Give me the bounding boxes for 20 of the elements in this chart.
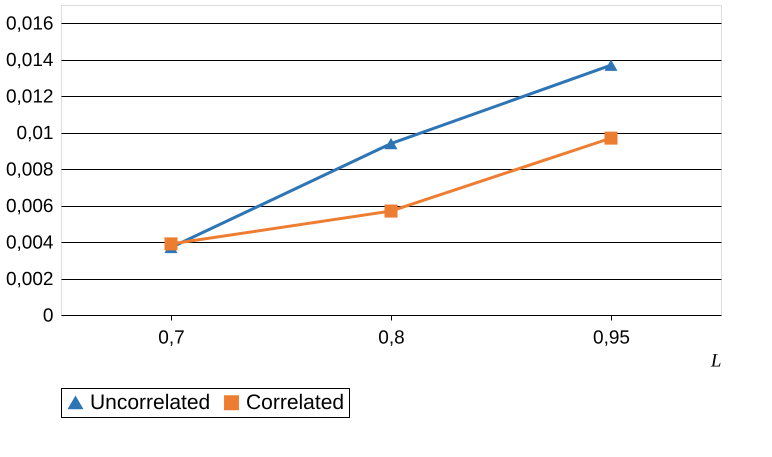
y-tick-label: 0,006 bbox=[6, 196, 54, 218]
y-tick-label: 0,012 bbox=[6, 86, 54, 108]
legend-label: Correlated bbox=[246, 390, 344, 414]
point bbox=[604, 60, 618, 71]
point bbox=[604, 132, 618, 145]
y-tick-label: 0,016 bbox=[6, 14, 54, 35]
y-tick-label: 0,002 bbox=[6, 269, 54, 290]
point bbox=[384, 138, 398, 150]
point bbox=[164, 237, 178, 250]
y-tick-label: 0,004 bbox=[6, 232, 54, 254]
legend-label: Uncorrelated bbox=[90, 390, 210, 414]
x-tick-label: 0,95 bbox=[593, 328, 630, 348]
x-tick-label: 0,7 bbox=[158, 328, 185, 348]
x-axis-title: L bbox=[710, 350, 722, 372]
x-tick-label: 0,8 bbox=[378, 328, 405, 348]
point bbox=[384, 204, 398, 218]
y-tick-label: 0,008 bbox=[6, 160, 54, 181]
y-tick-label: 0 bbox=[42, 306, 54, 326]
y-tick-label: 0,01 bbox=[16, 123, 54, 144]
y-tick-label: 0,014 bbox=[6, 50, 54, 72]
